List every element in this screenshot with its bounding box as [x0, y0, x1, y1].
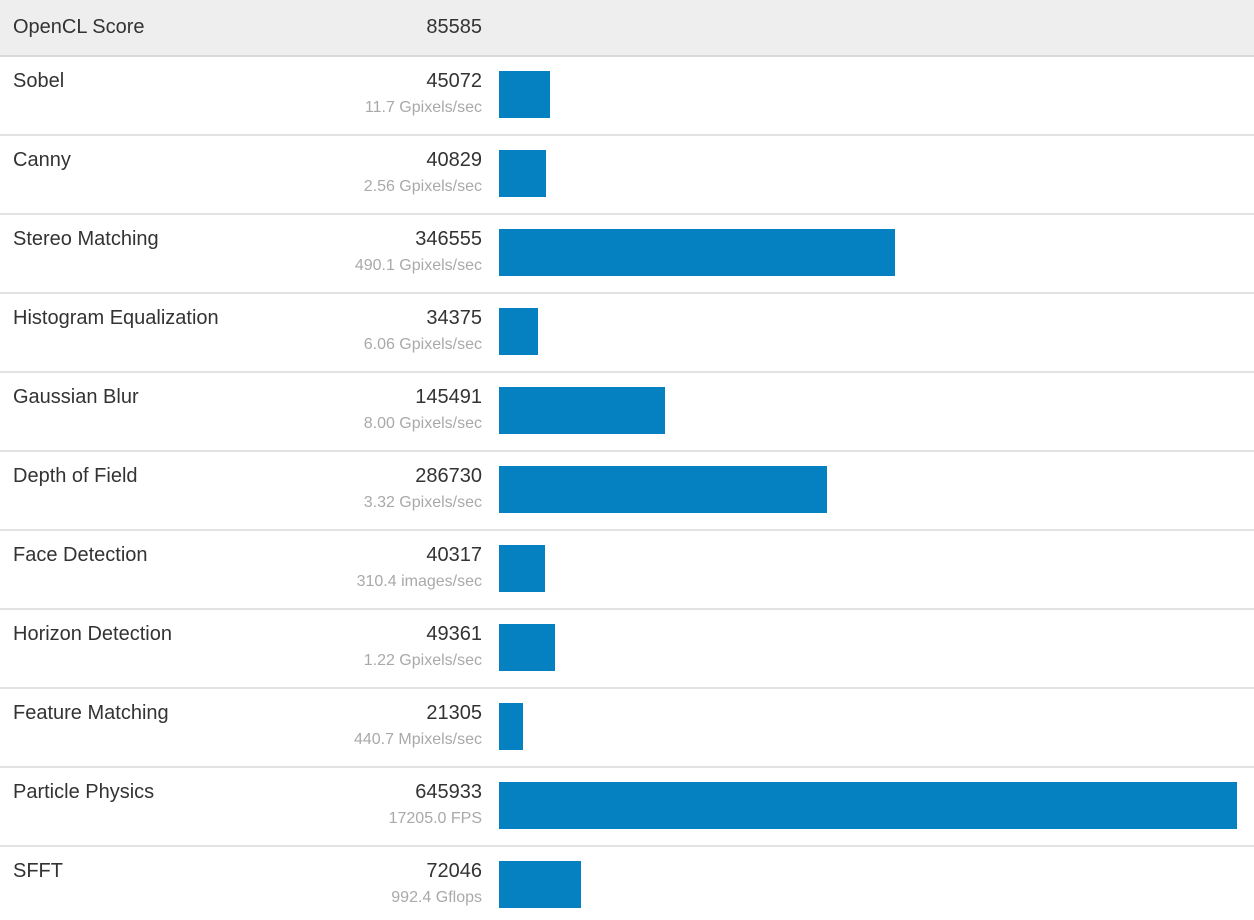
benchmark-rate: 490.1 Gpixels/sec	[354, 257, 482, 274]
benchmark-row: Depth of Field 286730 3.32 Gpixels/sec	[0, 452, 1254, 531]
benchmark-score: 346555	[415, 228, 482, 250]
benchmark-name: Sobel	[13, 70, 65, 92]
benchmark-bar-area	[499, 847, 1254, 920]
benchmark-row: Canny 40829 2.56 Gpixels/sec	[0, 136, 1254, 215]
benchmark-bar	[499, 782, 1237, 829]
benchmark-score-cell: 40829 2.56 Gpixels/sec	[332, 136, 482, 213]
benchmark-bar-area	[499, 531, 1254, 608]
benchmark-row: Face Detection 40317 310.4 images/sec	[0, 531, 1254, 610]
benchmark-score: 49361	[426, 623, 482, 645]
benchmark-rate: 310.4 images/sec	[356, 573, 482, 590]
benchmark-name: Histogram Equalization	[13, 307, 219, 329]
benchmark-bar	[499, 71, 550, 118]
benchmark-name: Canny	[13, 149, 71, 171]
benchmark-name: Face Detection	[13, 544, 148, 566]
benchmark-score-cell: 286730 3.32 Gpixels/sec	[332, 452, 482, 529]
benchmark-bar-area	[499, 452, 1254, 529]
benchmark-score: 145491	[415, 386, 482, 408]
benchmark-bar-area	[499, 768, 1254, 845]
benchmark-bar	[499, 861, 581, 908]
benchmark-name: SFFT	[13, 860, 63, 882]
benchmark-bar	[499, 229, 895, 276]
benchmark-score: 286730	[415, 465, 482, 487]
benchmark-row: Particle Physics 645933 17205.0 FPS	[0, 768, 1254, 847]
benchmark-score-cell: 49361 1.22 Gpixels/sec	[332, 610, 482, 687]
benchmark-score-cell: 21305 440.7 Mpixels/sec	[332, 689, 482, 766]
benchmark-rate: 8.00 Gpixels/sec	[363, 415, 482, 432]
benchmark-row: Stereo Matching 346555 490.1 Gpixels/sec	[0, 215, 1254, 294]
benchmark-bar	[499, 624, 555, 671]
benchmark-bar	[499, 466, 827, 513]
opencl-score-header-row: OpenCL Score 85585	[0, 0, 1254, 57]
benchmark-bar	[499, 150, 546, 197]
benchmark-bar-area	[499, 57, 1254, 134]
benchmark-bar-area	[499, 610, 1254, 687]
benchmark-bar	[499, 308, 538, 355]
benchmark-score-cell: 34375 6.06 Gpixels/sec	[332, 294, 482, 371]
benchmark-score: 40829	[426, 149, 482, 171]
benchmark-row: Horizon Detection 49361 1.22 Gpixels/sec	[0, 610, 1254, 689]
benchmark-bar-area	[499, 294, 1254, 371]
benchmark-score: 45072	[426, 70, 482, 92]
opencl-score-title: OpenCL Score	[13, 16, 145, 38]
benchmark-rate: 1.22 Gpixels/sec	[363, 652, 482, 669]
benchmark-score: 34375	[426, 307, 482, 329]
benchmark-score-cell: 72046 992.4 Gflops	[332, 847, 482, 920]
benchmark-row: SFFT 72046 992.4 Gflops	[0, 847, 1254, 920]
benchmark-score: 21305	[426, 702, 482, 724]
header-bar-area	[499, 0, 1254, 55]
benchmark-name: Feature Matching	[13, 702, 169, 724]
benchmark-rate: 6.06 Gpixels/sec	[363, 336, 482, 353]
benchmark-score-cell: 645933 17205.0 FPS	[332, 768, 482, 845]
benchmark-score-cell: 45072 11.7 Gpixels/sec	[332, 57, 482, 134]
benchmark-rate: 11.7 Gpixels/sec	[364, 99, 482, 116]
benchmark-score: 645933	[415, 781, 482, 803]
benchmark-row: Sobel 45072 11.7 Gpixels/sec	[0, 57, 1254, 136]
benchmark-name: Depth of Field	[13, 465, 138, 487]
benchmark-rate: 440.7 Mpixels/sec	[353, 731, 482, 748]
benchmark-name: Stereo Matching	[13, 228, 159, 250]
benchmark-name: Particle Physics	[13, 781, 155, 803]
benchmark-rate: 992.4 Gflops	[391, 889, 482, 906]
benchmark-rate: 2.56 Gpixels/sec	[363, 178, 482, 195]
benchmark-score-cell: 40317 310.4 images/sec	[332, 531, 482, 608]
benchmark-score-cell: 346555 490.1 Gpixels/sec	[332, 215, 482, 292]
benchmark-rate: 3.32 Gpixels/sec	[363, 494, 482, 511]
benchmark-bar	[499, 703, 523, 750]
benchmark-row: Gaussian Blur 145491 8.00 Gpixels/sec	[0, 373, 1254, 452]
benchmark-name: Horizon Detection	[13, 623, 172, 645]
benchmark-score: 40317	[426, 544, 482, 566]
opencl-score-cell: 85585	[332, 0, 482, 55]
benchmark-score: 72046	[426, 860, 482, 882]
benchmark-bar	[499, 545, 545, 592]
benchmark-row: Histogram Equalization 34375 6.06 Gpixel…	[0, 294, 1254, 373]
benchmark-rate: 17205.0 FPS	[388, 810, 482, 827]
benchmark-row: Feature Matching 21305 440.7 Mpixels/sec	[0, 689, 1254, 768]
benchmark-rows: Sobel 45072 11.7 Gpixels/sec Canny 40829…	[0, 57, 1254, 920]
benchmark-bar-area	[499, 689, 1254, 766]
benchmark-bar-area	[499, 136, 1254, 213]
benchmark-score-cell: 145491 8.00 Gpixels/sec	[332, 373, 482, 450]
benchmark-bar	[499, 387, 665, 434]
opencl-score-value: 85585	[426, 16, 482, 38]
benchmark-bar-area	[499, 215, 1254, 292]
benchmark-name: Gaussian Blur	[13, 386, 139, 408]
benchmark-bar-area	[499, 373, 1254, 450]
